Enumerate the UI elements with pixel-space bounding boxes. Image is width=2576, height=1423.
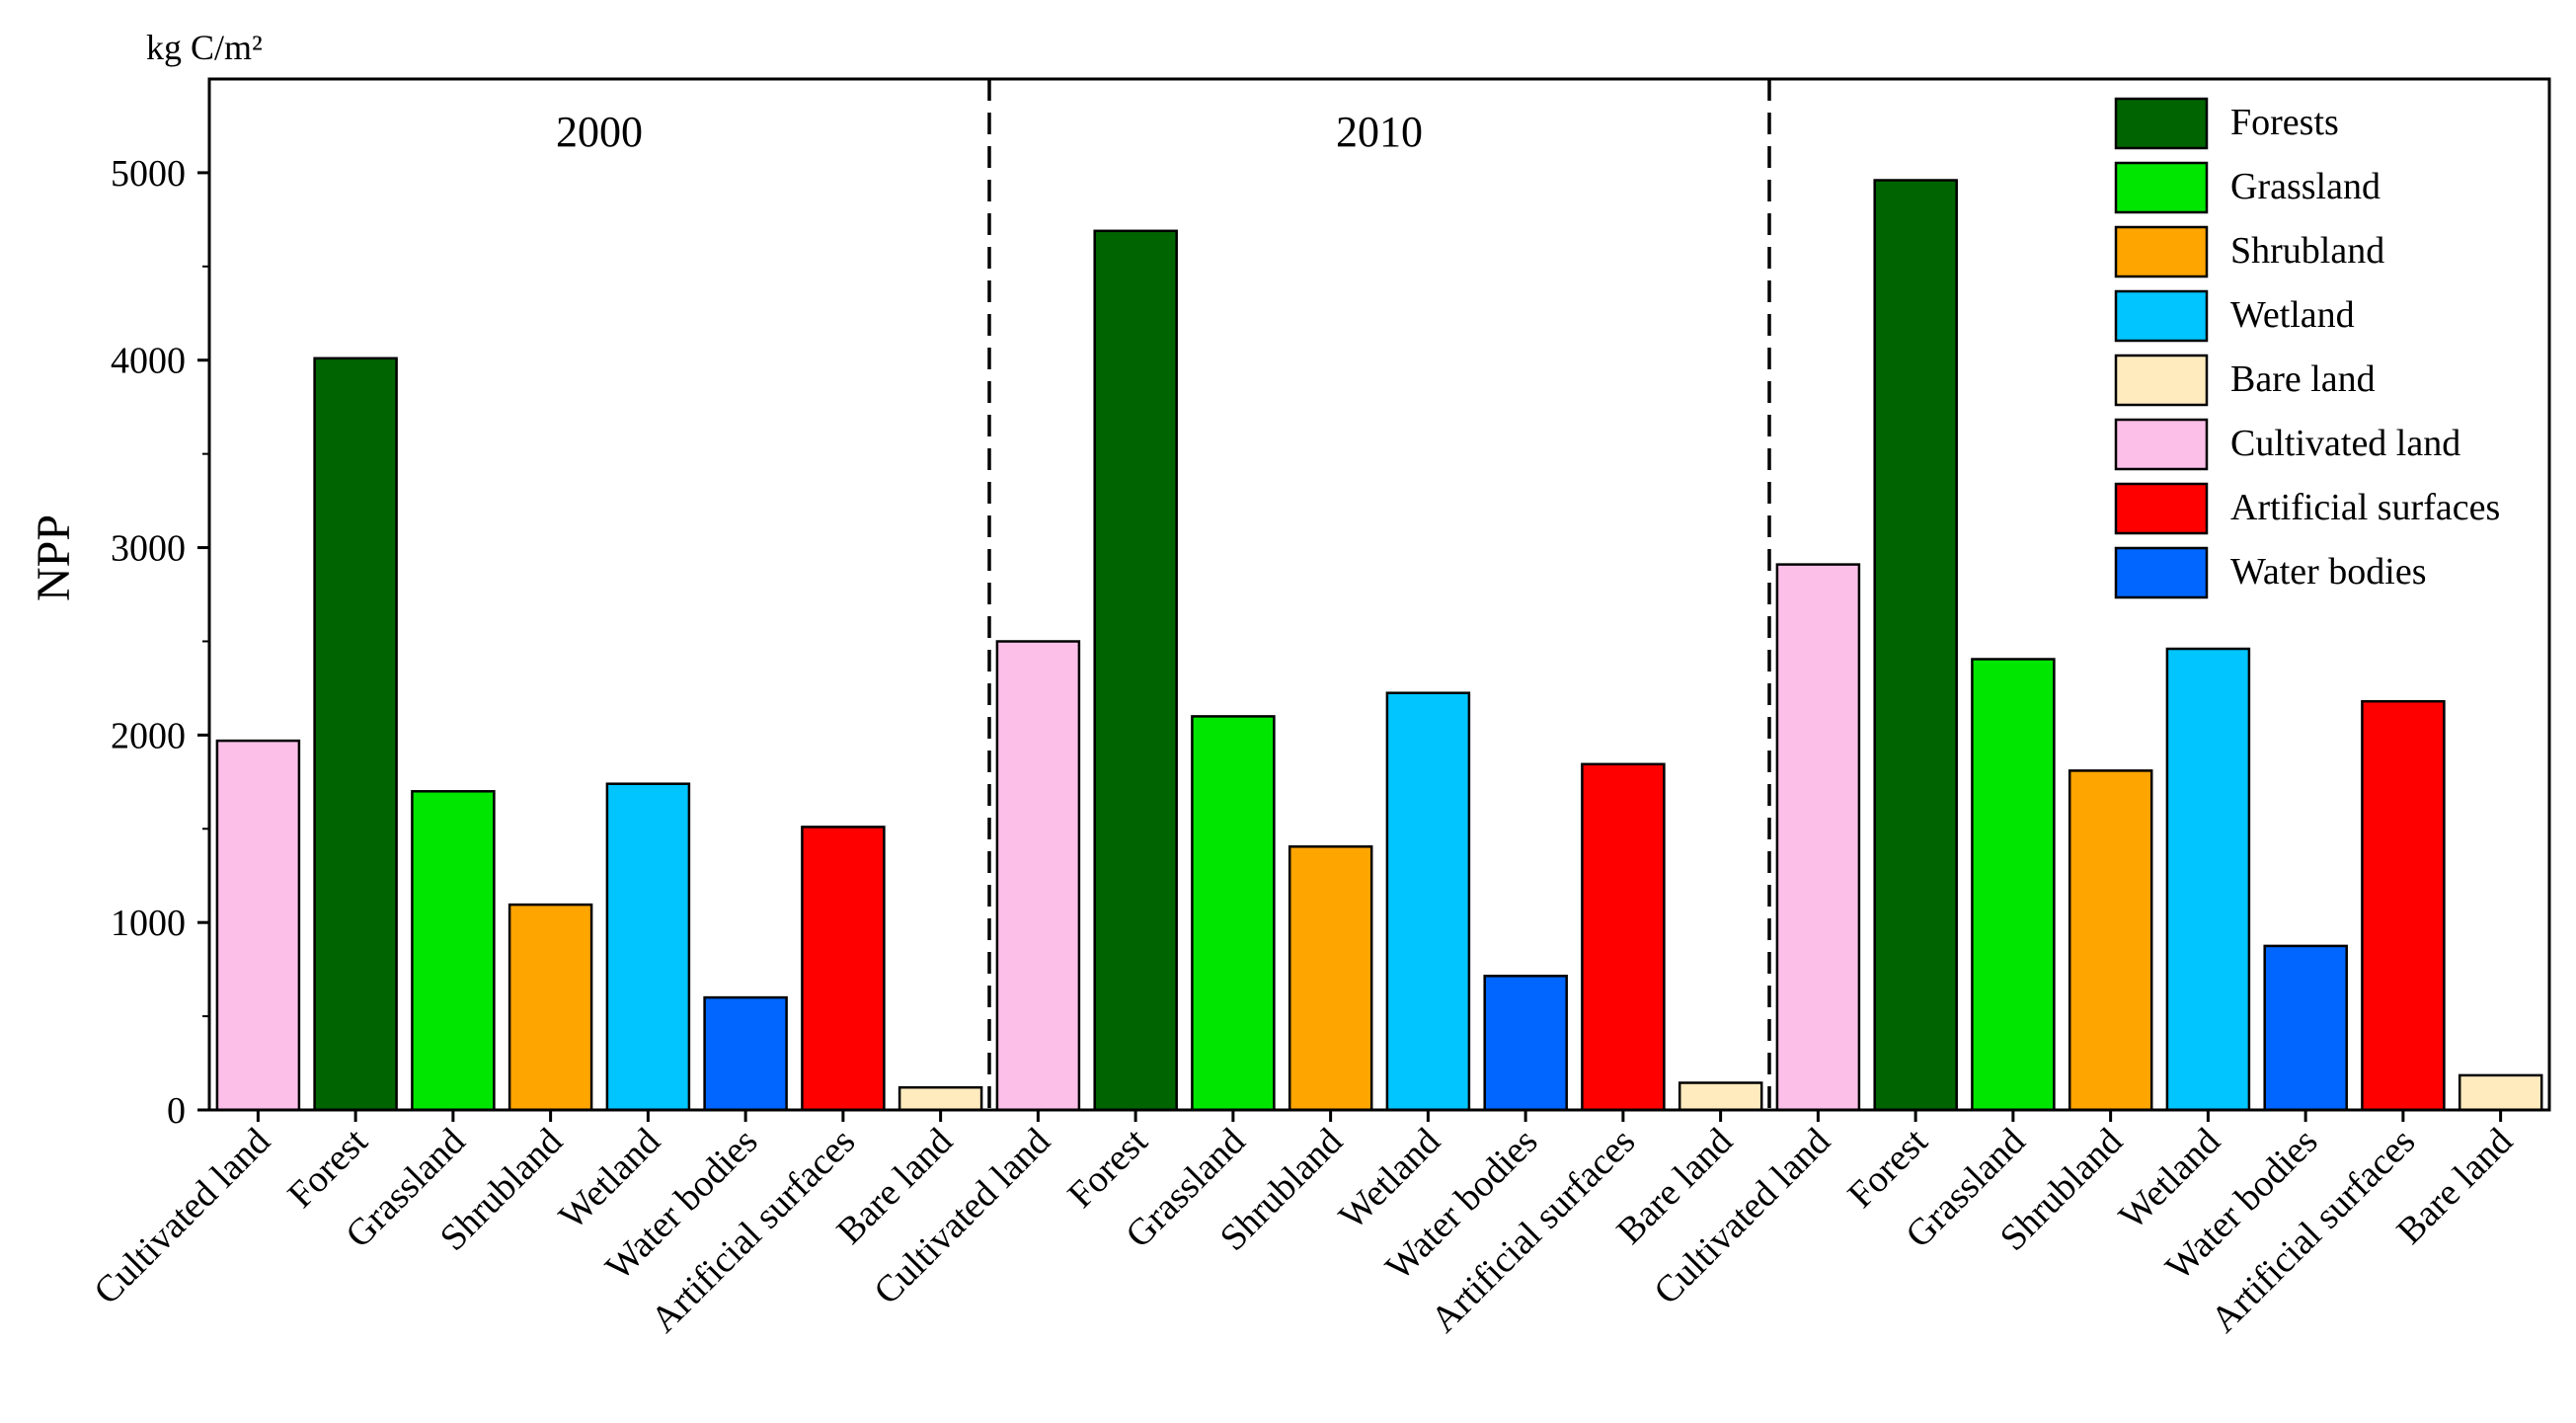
legend-swatch-grassland [2114, 161, 2209, 214]
legend-swatch-wetland [2114, 289, 2209, 343]
x-tick-label: Cultivated land [86, 1121, 278, 1313]
legend-swatch-artificial-surfaces [2114, 482, 2209, 535]
x-tick-label: Cultivated land [1646, 1121, 1838, 1313]
bar-2020-forest [1873, 179, 1958, 1112]
bar-2020-artificial-surfaces [2361, 699, 2446, 1112]
bar-2000-bare-land [898, 1085, 983, 1112]
legend-swatch-cultivated-land [2114, 418, 2209, 471]
bar-2010-wetland [1385, 691, 1471, 1112]
y-tick-label: 2000 [111, 715, 186, 756]
bar-2000-forest [313, 356, 398, 1112]
y-tick-label: 0 [167, 1090, 186, 1132]
y-tick-label: 4000 [111, 341, 186, 382]
legend: Forests Grassland Shrubland Wetland Bare lan… [2114, 97, 2500, 599]
bar-2010-bare-land [1678, 1081, 1763, 1112]
y-tick-label: 1000 [111, 903, 186, 944]
legend-swatch-bare-land [2114, 354, 2209, 407]
bar-2000-wetland [605, 782, 691, 1112]
y-tick-label: 3000 [111, 528, 186, 570]
legend-label-grassland: Grassland [2230, 166, 2381, 207]
bar-2020-grassland [1971, 658, 2056, 1112]
year-labels: 200020102020 [556, 108, 2203, 156]
legend-label-bare-land: Bare land [2230, 358, 2376, 400]
legend-label-wetland: Wetland [2230, 294, 2355, 336]
legend-swatch-water-bodies [2114, 546, 2209, 599]
legend-label-shrubland: Shrubland [2230, 230, 2384, 272]
y-axis-label: NPP [28, 514, 80, 601]
bar-2020-shrubland [2068, 769, 2153, 1112]
bar-2010-water-bodies [1483, 975, 1568, 1112]
bar-2020-bare-land [2458, 1073, 2543, 1112]
plot-frame [207, 77, 2551, 1112]
legend-label-water-bodies: Water bodies [2230, 551, 2426, 593]
bar-2000-artificial-surfaces [801, 826, 886, 1112]
legend-label-cultivated-land: Cultivated land [2230, 423, 2460, 464]
y-tick-label: 5000 [111, 153, 186, 195]
bar-2010-cultivated-land [995, 640, 1081, 1112]
unit-label: kg C/m² [146, 28, 263, 67]
bar-2010-artificial-surfaces [1581, 762, 1666, 1112]
legend-label-forests: Forests [2230, 102, 2339, 143]
legend-swatch-forests [2114, 97, 2209, 150]
bar-2000-grassland [411, 790, 496, 1112]
bars [215, 179, 2543, 1112]
x-tick-label: Cultivated land [866, 1121, 1058, 1313]
x-axis: Cultivated land ForestGrasslandShrublandW… [86, 1110, 2521, 1341]
year-separators [987, 79, 1771, 1110]
legend-swatch-shrubland [2114, 225, 2209, 278]
legend-label-artificial-surfaces: Artificial surfaces [2230, 487, 2500, 528]
bar-2020-water-bodies [2263, 944, 2348, 1112]
y-axis: 0 1000 2000 3000 4000 5000 [111, 153, 209, 1132]
bar-2000-water-bodies [703, 995, 788, 1112]
bar-2000-cultivated-land [215, 739, 301, 1112]
year-label-2000: 2000 [556, 108, 643, 156]
bar-2020-wetland [2165, 647, 2251, 1112]
bar-2020-cultivated-land [1775, 563, 1861, 1112]
year-label-2010: 2010 [1336, 108, 1423, 156]
bar-2010-grassland [1191, 715, 1276, 1112]
bar-2000-shrubland [507, 903, 593, 1112]
bar-2010-shrubland [1288, 845, 1373, 1112]
bar-2010-forest [1093, 229, 1178, 1112]
